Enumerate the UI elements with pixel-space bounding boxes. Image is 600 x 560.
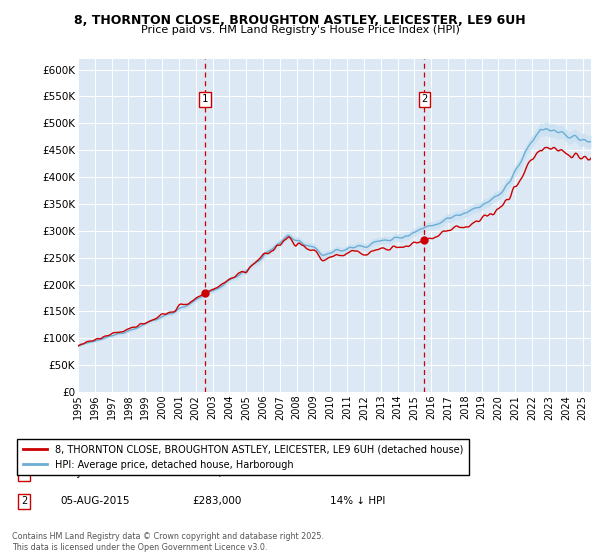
Text: 1: 1 (21, 468, 27, 478)
Text: £283,000: £283,000 (192, 496, 241, 506)
Text: 14% ↓ HPI: 14% ↓ HPI (330, 496, 385, 506)
Text: 5% ↑ HPI: 5% ↑ HPI (330, 468, 379, 478)
Text: Contains HM Land Registry data © Crown copyright and database right 2025.
This d: Contains HM Land Registry data © Crown c… (12, 532, 324, 552)
Text: 2: 2 (421, 94, 427, 104)
Legend: 8, THORNTON CLOSE, BROUGHTON ASTLEY, LEICESTER, LE9 6UH (detached house), HPI: A: 8, THORNTON CLOSE, BROUGHTON ASTLEY, LEI… (17, 439, 469, 475)
Text: 8, THORNTON CLOSE, BROUGHTON ASTLEY, LEICESTER, LE9 6UH: 8, THORNTON CLOSE, BROUGHTON ASTLEY, LEI… (74, 14, 526, 27)
Text: 25-JUL-2002: 25-JUL-2002 (60, 468, 124, 478)
Text: 2: 2 (21, 496, 27, 506)
Text: 1: 1 (202, 94, 208, 104)
Text: Price paid vs. HM Land Registry's House Price Index (HPI): Price paid vs. HM Land Registry's House … (140, 25, 460, 35)
Text: £185,000: £185,000 (192, 468, 241, 478)
Text: 05-AUG-2015: 05-AUG-2015 (60, 496, 130, 506)
